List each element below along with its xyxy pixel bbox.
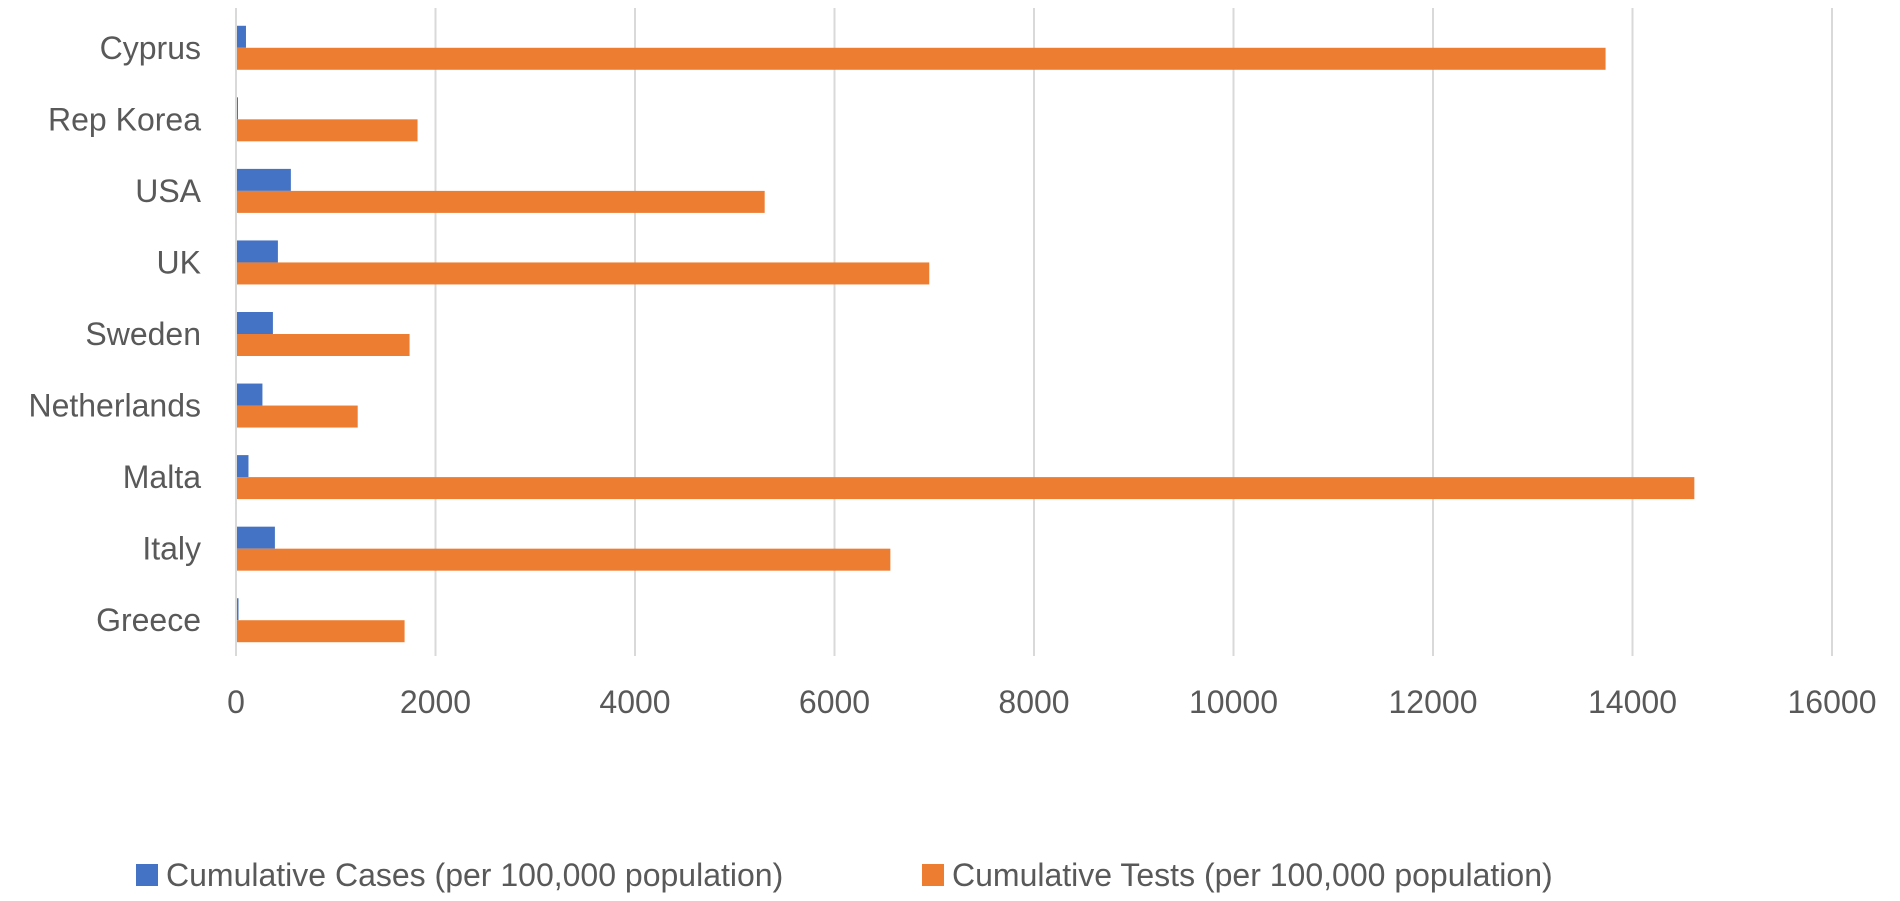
legend: Cumulative Cases (per 100,000 population… — [136, 857, 1553, 893]
x-tick-label: 16000 — [1788, 684, 1877, 720]
bar-cases — [236, 168, 291, 191]
bar-cases — [236, 455, 249, 478]
category-label: Netherlands — [28, 388, 201, 424]
category-label: Rep Korea — [48, 101, 201, 137]
bar-tests — [236, 334, 410, 356]
bar-cases — [236, 526, 275, 549]
category-label: Cyprus — [100, 30, 201, 66]
bar-tests — [236, 548, 891, 571]
bar-cases — [236, 312, 273, 334]
bar-layer — [236, 25, 1695, 643]
x-tick-label: 8000 — [998, 684, 1069, 720]
x-tick-label: 0 — [227, 684, 245, 720]
bar-tests — [236, 620, 405, 643]
legend-label-cases: Cumulative Cases (per 100,000 population… — [166, 857, 783, 893]
axis-layer: 0 2000 4000 6000 8000 10000 12000 14000 16000 Cyp… — [28, 8, 1876, 720]
bar-tests — [236, 262, 930, 285]
bar-cases — [236, 598, 239, 621]
x-tick-label: 6000 — [799, 684, 870, 720]
bar-cases — [236, 383, 263, 406]
x-tick-label: 10000 — [1189, 684, 1278, 720]
bar-tests — [236, 47, 1606, 70]
bar-tests — [236, 477, 1695, 500]
grid-layer — [235, 8, 1833, 656]
bar-cases — [236, 25, 246, 48]
bar-tests — [236, 119, 418, 142]
category-label: Italy — [142, 531, 201, 567]
bar-tests — [236, 405, 358, 428]
x-tick-label: 2000 — [400, 684, 471, 720]
category-label: Malta — [123, 459, 201, 495]
category-label: Sweden — [85, 316, 201, 352]
legend-marker-tests — [922, 864, 944, 886]
x-tick-label: 14000 — [1588, 684, 1677, 720]
bar-cases — [236, 240, 278, 263]
category-label: Greece — [96, 602, 201, 638]
legend-marker-cases — [136, 864, 158, 886]
bar-tests — [236, 190, 765, 213]
x-tick-label: 4000 — [599, 684, 670, 720]
category-label: USA — [135, 173, 201, 209]
legend-label-tests: Cumulative Tests (per 100,000 population… — [952, 857, 1553, 893]
x-tick-label: 12000 — [1389, 684, 1478, 720]
category-label: UK — [157, 244, 201, 280]
